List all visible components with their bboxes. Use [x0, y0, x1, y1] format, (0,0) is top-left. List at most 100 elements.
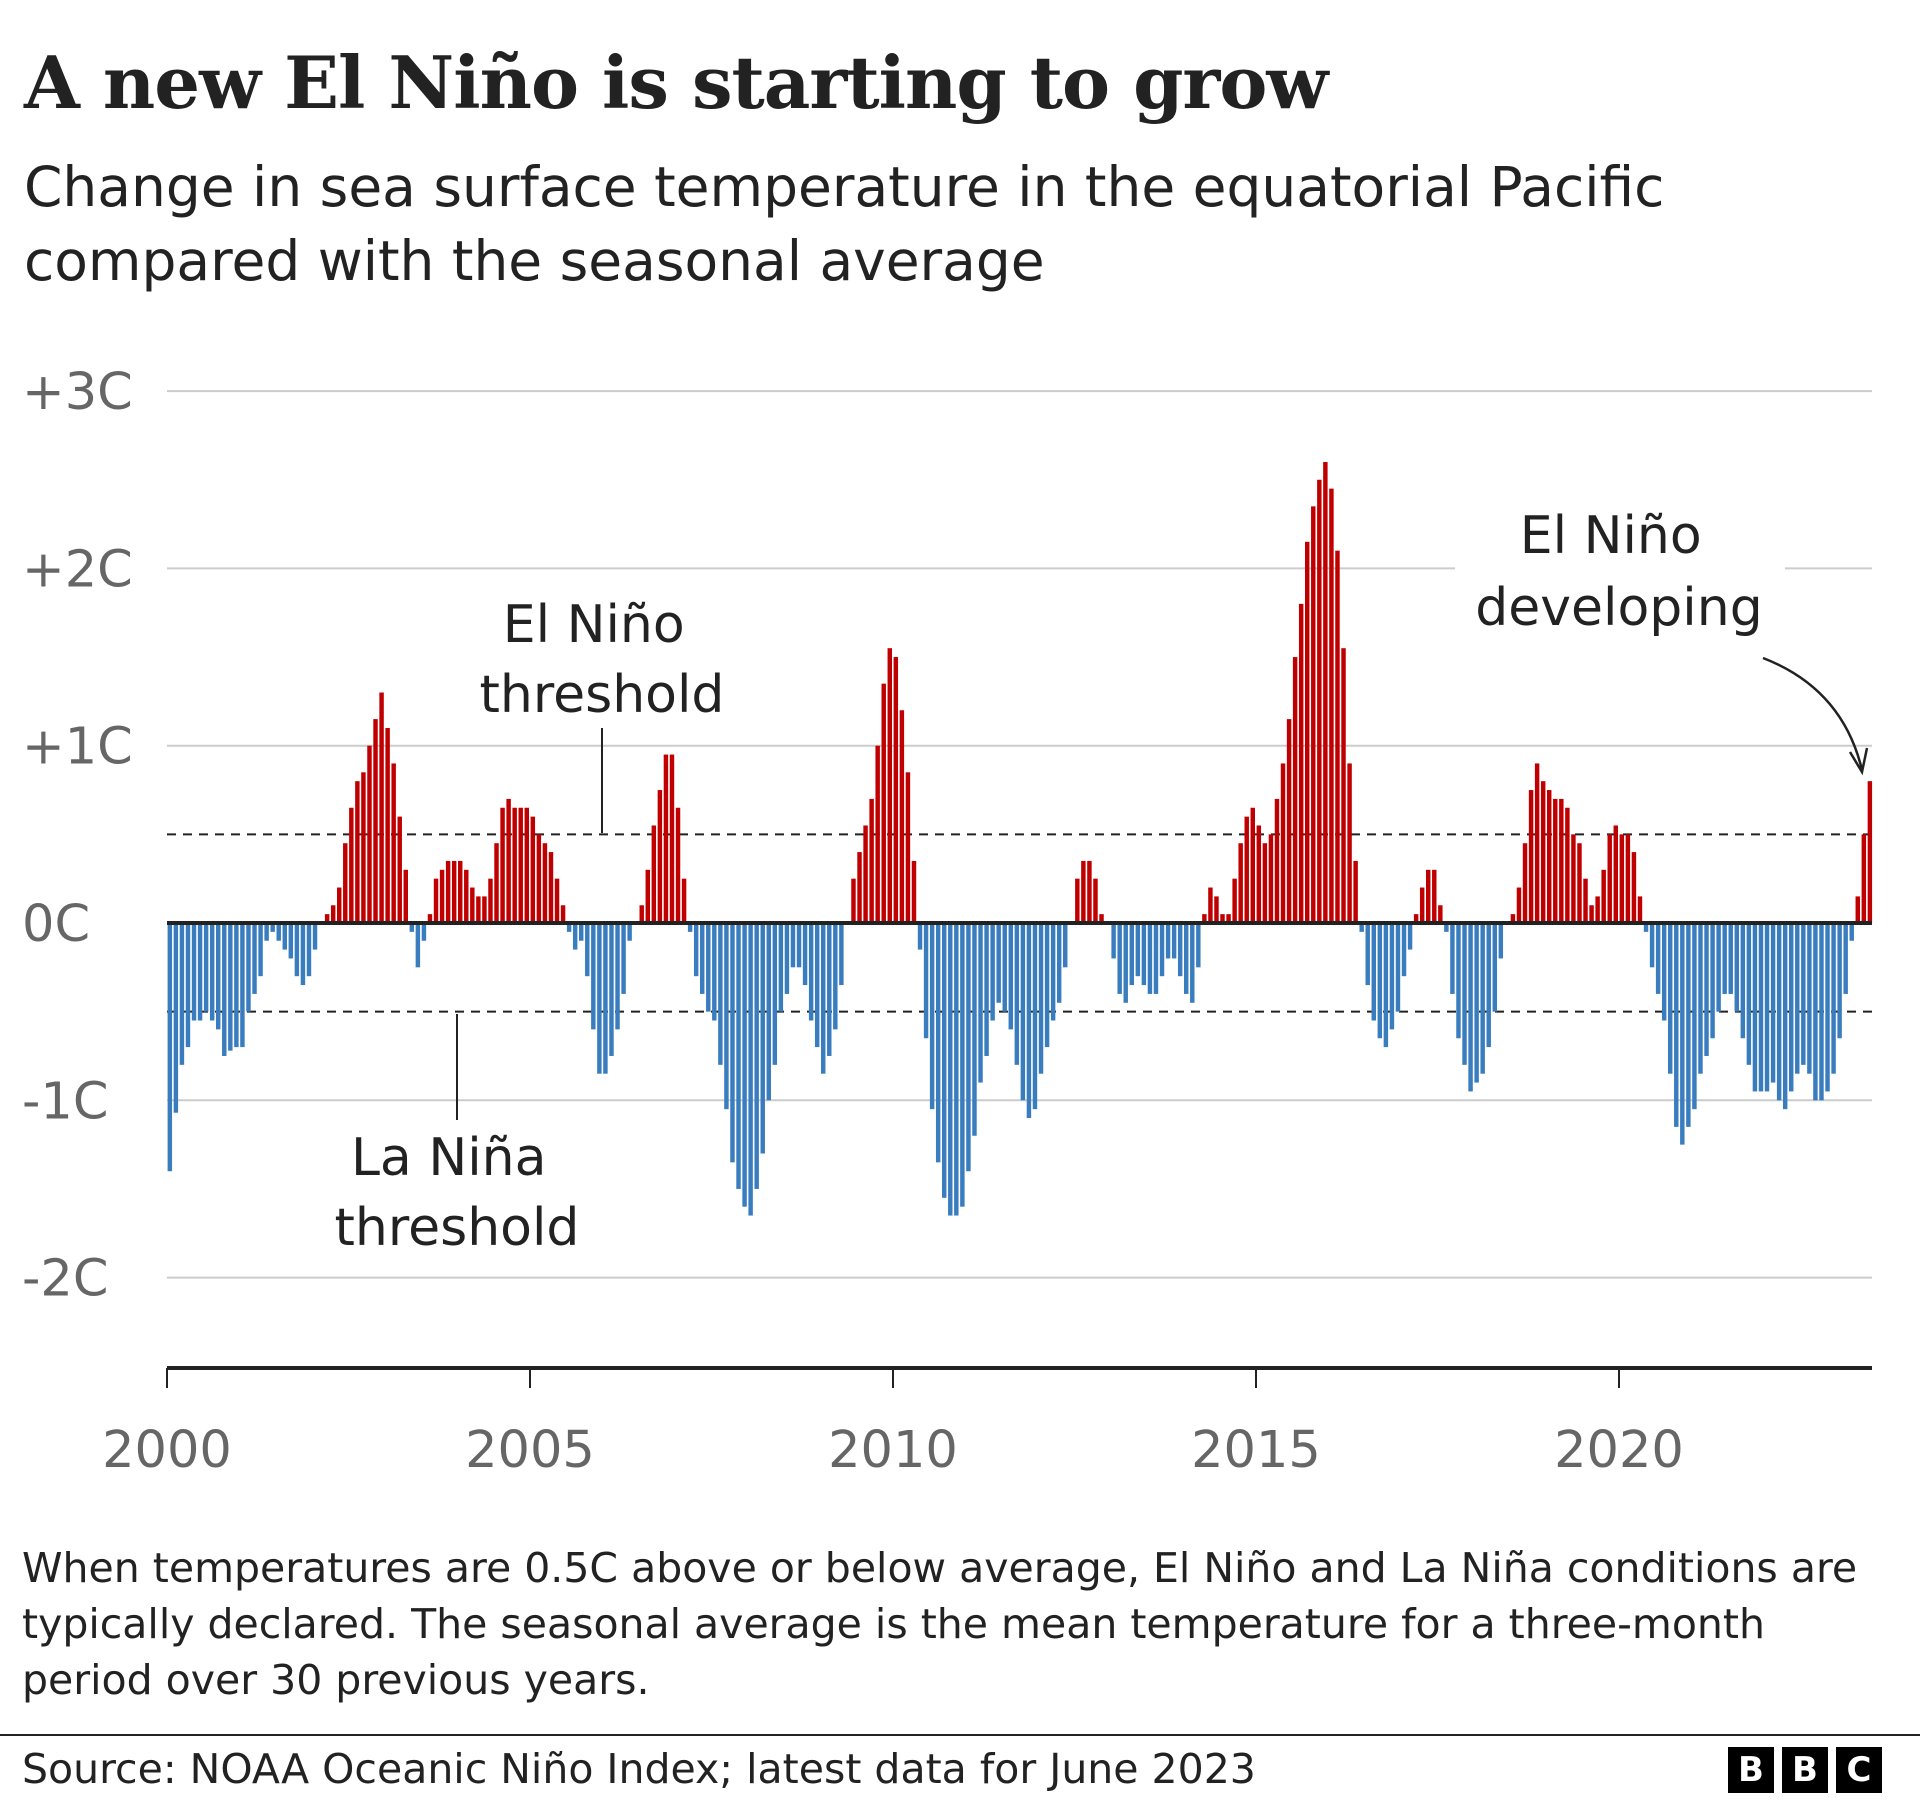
bar — [935, 923, 941, 1163]
bar — [1528, 790, 1534, 923]
source-note: Source: NOAA Oceanic Niño Index; latest … — [22, 1745, 1256, 1793]
el-nino-threshold-label: El Niño threshold — [480, 595, 725, 725]
bar — [300, 923, 306, 986]
bar — [1395, 923, 1401, 1012]
bar — [1740, 923, 1746, 1039]
bar — [899, 710, 905, 923]
bar — [978, 923, 983, 1083]
bar — [875, 745, 880, 923]
bar — [675, 807, 681, 923]
bar — [252, 923, 257, 994]
la-nina-threshold-label: La Niña threshold — [335, 1128, 580, 1258]
bar — [1770, 923, 1776, 1083]
bar — [1728, 923, 1733, 994]
bar — [1655, 923, 1661, 994]
bar — [1008, 923, 1013, 1030]
bar — [1625, 834, 1631, 923]
bar — [482, 896, 487, 923]
bar — [942, 923, 947, 1198]
bar — [458, 860, 463, 923]
bar — [1401, 923, 1407, 977]
bar — [560, 905, 566, 923]
bar — [427, 914, 433, 923]
bar — [1256, 825, 1262, 923]
bar — [1601, 869, 1606, 923]
bar — [609, 923, 614, 1056]
bar — [1776, 923, 1782, 1101]
bar — [1117, 923, 1122, 994]
bar — [1050, 923, 1056, 1021]
bar — [1571, 834, 1576, 923]
bar — [1486, 923, 1491, 1048]
bar — [748, 923, 753, 1216]
bar — [1577, 843, 1582, 923]
bar — [1413, 914, 1419, 923]
annotation-arrow — [1762, 656, 1864, 771]
bar — [1813, 923, 1818, 1101]
bar — [197, 923, 203, 1021]
bar — [1244, 816, 1249, 923]
bar — [518, 807, 523, 923]
bar — [1038, 923, 1044, 1074]
bar — [216, 923, 221, 1030]
bar — [173, 923, 179, 1113]
bar — [1026, 923, 1032, 1119]
bar — [264, 923, 269, 941]
el-nino-developing-line1: El Niño — [1520, 506, 1702, 566]
bar — [421, 923, 427, 941]
bar — [1317, 479, 1322, 923]
y-tick-label: +1C — [22, 718, 133, 777]
bar — [1341, 648, 1346, 923]
bar — [1855, 896, 1860, 923]
bar — [645, 869, 650, 923]
bar — [796, 923, 802, 968]
bar — [246, 923, 251, 1012]
bar — [1595, 896, 1600, 923]
bar — [857, 852, 862, 923]
bar — [1450, 923, 1455, 994]
bar — [1480, 923, 1485, 1074]
bar — [1383, 923, 1389, 1048]
bar — [615, 923, 620, 1030]
bar — [1661, 923, 1667, 1021]
el-nino-developing-label: El Niño developing — [1475, 506, 1762, 638]
bar — [270, 923, 275, 932]
bar — [566, 923, 572, 932]
bar — [651, 825, 657, 923]
bar — [585, 923, 590, 977]
bar — [203, 923, 209, 1012]
bar — [415, 923, 421, 968]
bar — [766, 923, 771, 1101]
bar — [591, 923, 596, 1030]
bar — [179, 923, 185, 1065]
x-tick-label: 2005 — [465, 1421, 595, 1480]
bar — [1837, 923, 1842, 1039]
bar — [1734, 923, 1739, 1012]
bar — [1698, 923, 1703, 1074]
bar — [524, 807, 529, 923]
bar — [1353, 860, 1358, 923]
bar — [1365, 923, 1370, 986]
bar — [330, 905, 336, 923]
bar — [234, 923, 239, 1048]
footnote: When temperatures are 0.5C above or belo… — [22, 1544, 1858, 1704]
arrow-head-icon — [1848, 747, 1869, 776]
bar — [808, 923, 814, 1021]
bar — [1462, 923, 1467, 1065]
bar — [1347, 763, 1352, 923]
bar — [222, 923, 227, 1056]
x-axis-labels: 2000 2005 2010 2015 2020 — [102, 1368, 1684, 1480]
bar — [1583, 878, 1588, 923]
bar — [1165, 923, 1171, 959]
bar — [276, 923, 281, 941]
bar — [282, 923, 287, 950]
bar — [1184, 923, 1189, 994]
bar — [718, 923, 723, 1065]
bar — [1075, 878, 1080, 923]
bar — [687, 923, 693, 932]
bar — [1196, 923, 1201, 968]
chart-subtitle: Change in sea surface temperature in the… — [24, 155, 1665, 293]
bar — [1540, 781, 1546, 923]
bar — [1674, 923, 1679, 1127]
bar — [1522, 843, 1528, 923]
